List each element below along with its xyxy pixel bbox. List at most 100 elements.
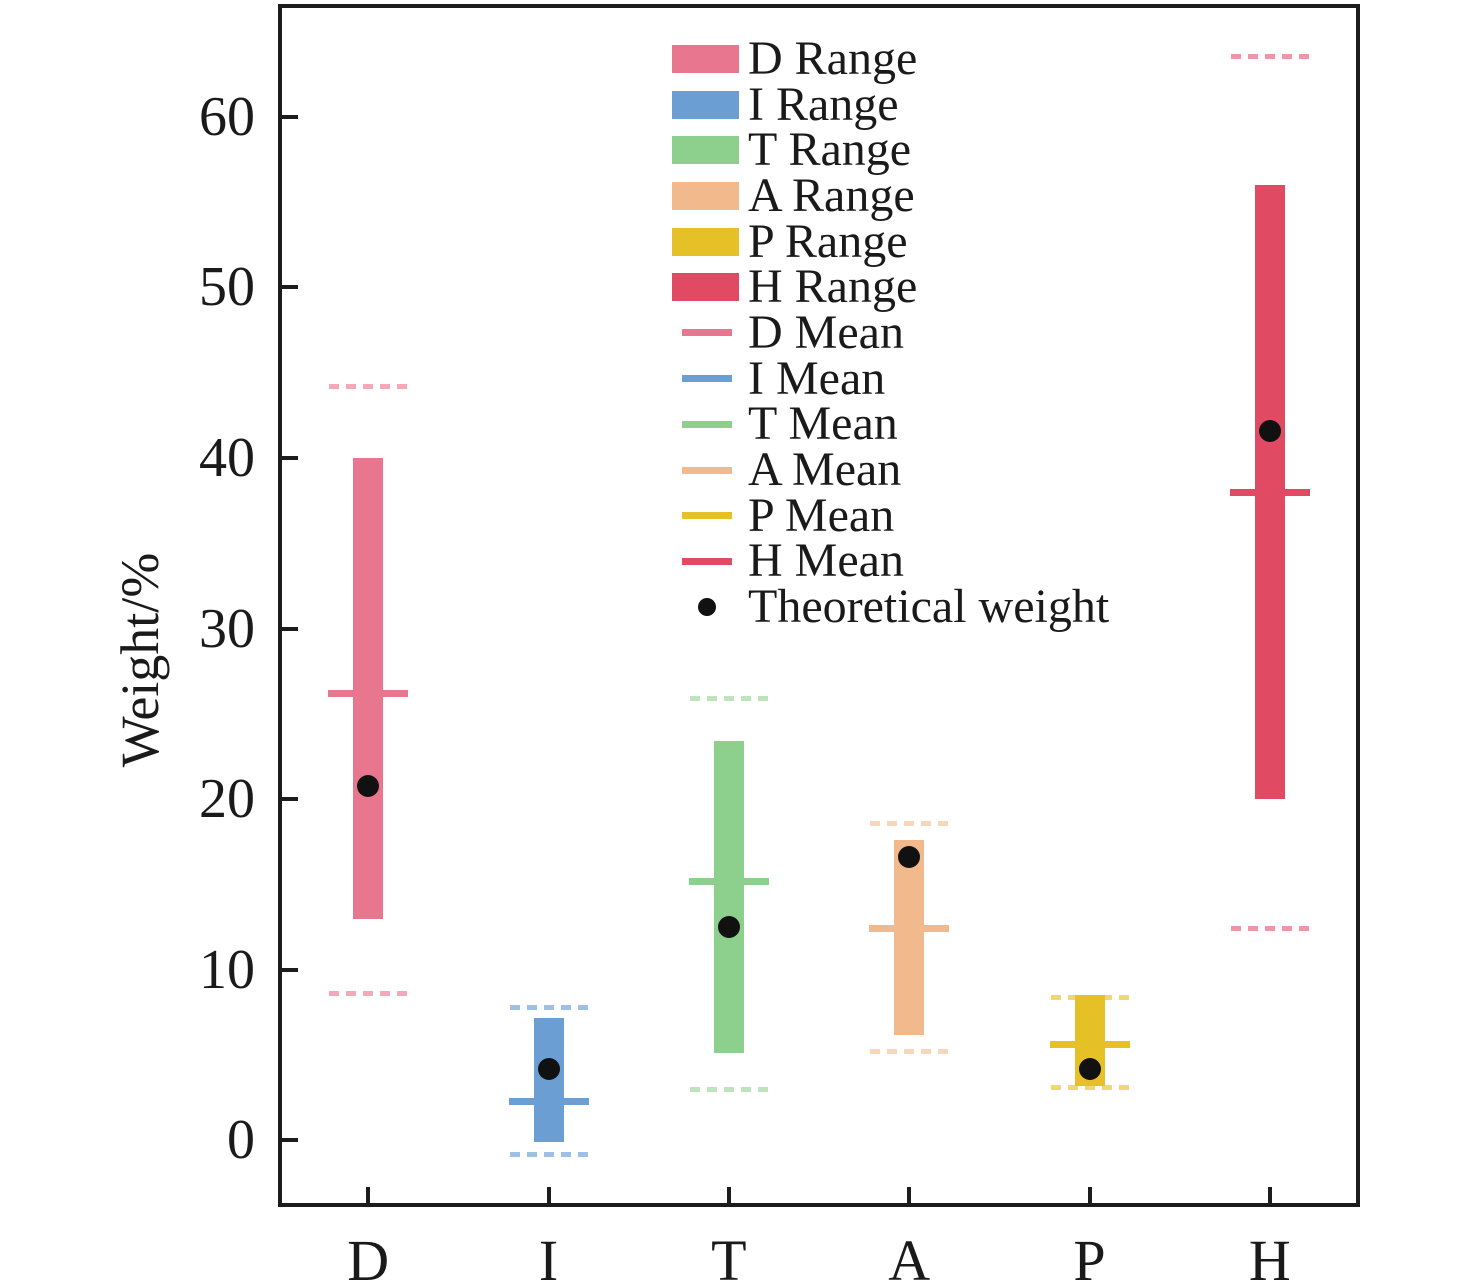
y-tick-mark [282,455,298,460]
range-dash-low [329,991,408,997]
legend-item: A Range [672,168,1109,222]
x-tick-mark [366,1187,371,1203]
legend-swatch-box [672,90,739,119]
legend-item: D Range [672,31,1109,85]
mean-line [1049,1041,1130,1049]
x-tick-label: P [1073,1228,1106,1288]
legend-swatch-zone [672,136,748,165]
theoretical-weight-dot [357,774,380,797]
theoretical-weight-dot [537,1057,560,1080]
x-tick-label: D [347,1228,390,1288]
legend-item-label: D Range [748,31,918,85]
legend-swatch-line [682,375,732,383]
theoretical-weight-dot [898,846,921,869]
legend-item-label: D Mean [748,305,904,359]
legend-item: D Mean [672,305,1109,359]
x-tick-mark [907,1187,912,1203]
mean-line [869,925,950,933]
legend-swatch-box [672,181,739,210]
mean-line [1229,488,1310,496]
y-tick-label: 40 [199,426,255,489]
legend-item-label: P Mean [748,488,895,542]
legend-swatch-dot [698,598,716,617]
legend-swatch-zone [672,90,748,119]
range-bar [713,741,744,1054]
legend-swatch-zone [672,44,748,73]
range-dash-low [1230,926,1309,932]
y-tick-label: 10 [199,938,255,1001]
legend-item-label: A Range [748,168,915,222]
range-bar [894,840,925,1035]
x-tick-mark [1267,1187,1272,1203]
legend-swatch-box [672,273,739,302]
x-tick-mark [1087,1187,1092,1203]
legend-item: H Mean [672,534,1109,588]
legend-item: H Range [672,260,1109,314]
range-bar [353,457,384,919]
y-tick-mark [282,114,298,119]
y-tick-label: 60 [199,85,255,148]
legend-swatch-line [682,557,732,565]
mean-line [688,877,769,885]
legend-swatch-zone [672,466,748,474]
legend-swatch-zone [672,227,748,256]
legend-item: Theoretical weight [672,580,1110,634]
legend-item: I Mean [672,351,1109,405]
legend-swatch-line [682,466,732,474]
theoretical-weight-dot [1078,1057,1101,1080]
legend-swatch-zone [672,181,748,210]
range-dash-high [329,383,408,389]
legend-swatch-zone [672,420,748,428]
y-tick-mark [282,1138,298,1143]
legend-swatch-zone [672,329,748,337]
legend-item-label: I Range [748,77,899,131]
legend-swatch-box [672,227,739,256]
legend-swatch-zone [672,273,748,302]
range-dash-high [689,695,768,701]
legend-swatch-box [672,136,739,165]
y-tick-label: 30 [199,597,255,660]
legend-item: P Range [672,214,1109,268]
legend-item: A Mean [672,443,1109,497]
y-tick-mark [282,285,298,290]
mean-line [328,689,409,697]
y-tick-mark [282,797,298,802]
legend-swatch-line [682,420,732,428]
legend-swatch-line [682,512,732,520]
plot-area [278,4,1360,1207]
legend-item-label: H Range [748,260,918,314]
legend-swatch-line [682,329,732,337]
theoretical-weight-dot [1258,419,1281,442]
legend-item-label: P Range [748,214,908,268]
legend-item: I Range [672,77,1109,131]
x-tick-label: A [888,1228,931,1288]
legend-swatch-zone [672,598,748,617]
legend-swatch-zone [672,512,748,520]
x-tick-label: T [711,1228,747,1288]
legend-item-label: T Mean [748,397,898,451]
range-bar [533,1017,564,1143]
y-tick-mark [282,967,298,972]
mean-line [508,1097,589,1105]
range-dash-low [689,1086,768,1092]
x-tick-mark [726,1187,731,1203]
y-tick-label: 50 [199,256,255,319]
legend-item: T Range [672,126,1109,174]
legend-item-label: Theoretical weight [748,580,1110,634]
range-dash-high [870,820,949,826]
range-dash-high [509,1004,588,1010]
x-tick-label: I [538,1228,559,1288]
range-dash-low [870,1049,949,1055]
legend-swatch-zone [672,557,748,565]
x-tick-label: H [1248,1228,1291,1288]
legend: D Range I Range T Range A Range P Range H Ran… [672,31,1110,634]
range-dash-high [1230,54,1309,60]
range-dash-low [1050,1085,1129,1091]
legend-item-label: I Mean [748,351,886,405]
legend-swatch-zone [672,375,748,383]
y-tick-mark [282,626,298,631]
theoretical-weight-dot [717,916,740,939]
legend-item-label: A Mean [748,443,902,497]
legend-item-label: H Mean [748,534,904,588]
